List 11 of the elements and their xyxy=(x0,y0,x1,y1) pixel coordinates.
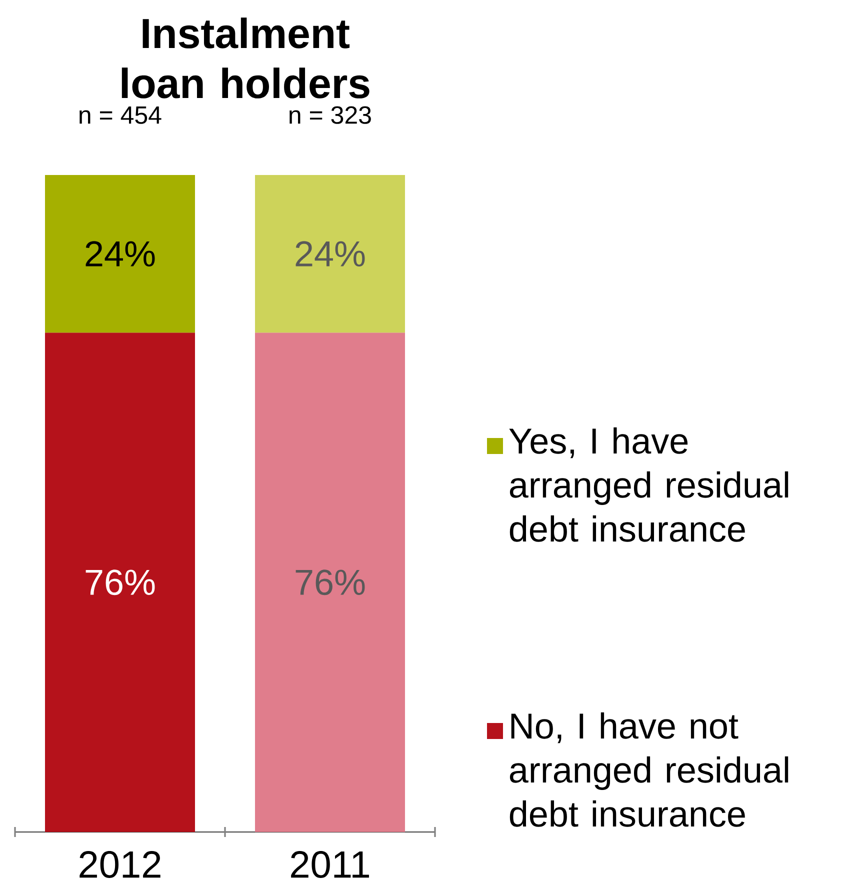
x-tick-label: 2012 xyxy=(80,851,160,878)
text: n = 323 xyxy=(290,106,371,124)
legend-label: Yes, I have arranged residual debt insurance xyxy=(509,427,788,542)
x-tick-label: 2011 xyxy=(291,851,369,878)
data-label: 76% xyxy=(86,570,155,596)
chart-title: Instalment loan holders xyxy=(122,18,370,98)
data-label: 24% xyxy=(86,241,155,267)
data-label: 76% xyxy=(296,570,365,596)
legend-label: No, I have not arranged residual debt insurance xyxy=(510,712,788,827)
data-label: 24% xyxy=(296,241,365,267)
text: n = 454 xyxy=(80,106,162,124)
